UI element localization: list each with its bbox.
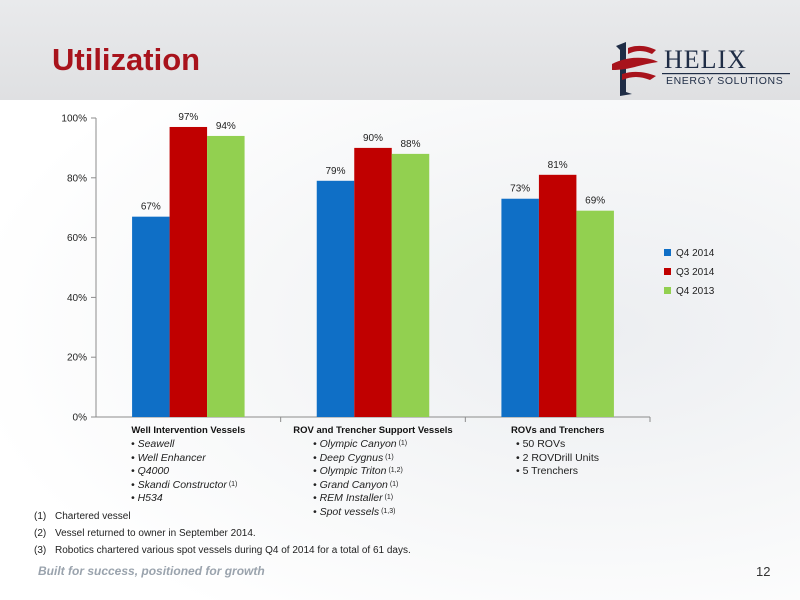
rov-support-vessel-list: • Olympic Canyon (1) • Deep Cygnus (1) • O… bbox=[313, 438, 407, 519]
data-label: 97% bbox=[178, 112, 198, 123]
data-label: 94% bbox=[216, 121, 236, 132]
utilization-chart: 0% 20% 40% 60% 80% 100% 67% 97% 94% Well Interven… bbox=[61, 112, 715, 436]
legend-swatch bbox=[664, 287, 671, 294]
header-band bbox=[0, 0, 800, 100]
y-tick-label: 40% bbox=[67, 293, 87, 304]
helix-logo bbox=[612, 42, 790, 96]
footnote-item: (2) Vessel returned to owner in September… bbox=[34, 528, 256, 539]
legend-label: Q4 2014 bbox=[676, 248, 715, 259]
y-tick-label: 0% bbox=[73, 413, 88, 424]
bar bbox=[316, 180, 355, 417]
data-label: 81% bbox=[548, 160, 568, 171]
data-label: 67% bbox=[141, 202, 161, 213]
logo-name: HELIX bbox=[664, 45, 747, 74]
well-intervention-vessel-list: • Seawell • Well Enhancer • Q4000 • Skandi … bbox=[131, 438, 237, 506]
list-item: • 50 ROVs bbox=[516, 438, 566, 450]
legend-label: Q3 2014 bbox=[676, 267, 715, 278]
footnotes: (1) Chartered vessel (2) Vessel returned t… bbox=[34, 508, 411, 559]
legend-swatch bbox=[664, 268, 671, 275]
list-item: • Seawell bbox=[131, 438, 175, 450]
list-item: • Spot vessels (1,3) bbox=[313, 505, 396, 518]
page-title: Utilization bbox=[52, 42, 201, 77]
data-label: 73% bbox=[510, 184, 530, 195]
bar bbox=[354, 147, 392, 417]
list-item: • Deep Cygnus (1) bbox=[313, 451, 394, 464]
y-tick-label: 100% bbox=[61, 114, 87, 125]
legend-swatch bbox=[664, 249, 671, 256]
bar bbox=[538, 174, 577, 417]
list-item: • Olympic Triton (1,2) bbox=[313, 465, 403, 477]
y-tick-label: 20% bbox=[67, 353, 87, 364]
tagline: Built for success, positioned for growth bbox=[38, 564, 265, 578]
data-label: 88% bbox=[400, 139, 420, 150]
rovs-trenchers-list: • 50 ROVs • 2 ROVDrill Units • 5 Trenchers bbox=[516, 438, 599, 479]
list-item: • 5 Trenchers bbox=[516, 465, 579, 477]
list-item: • Q4000 bbox=[131, 465, 170, 477]
list-item: • REM Installer (1) bbox=[313, 492, 394, 504]
list-item: • Skandi Constructor (1) bbox=[131, 478, 238, 491]
footnote-item: (1) Chartered vessel bbox=[34, 511, 131, 522]
bar bbox=[132, 216, 170, 417]
bar bbox=[576, 210, 614, 417]
category-label: Well Intervention Vessels bbox=[131, 425, 245, 436]
y-tick-label: 80% bbox=[67, 173, 87, 184]
logo-subtitle: ENERGY SOLUTIONS bbox=[666, 75, 784, 87]
footnote-item: (3) Robotics chartered various spot vesse… bbox=[34, 545, 411, 556]
data-label: 69% bbox=[585, 196, 605, 207]
bar bbox=[207, 135, 245, 417]
list-item: • H534 bbox=[131, 492, 163, 504]
data-label: 79% bbox=[325, 166, 345, 177]
bar bbox=[501, 198, 539, 417]
page-number: 12 bbox=[756, 564, 771, 579]
list-item: • Well Enhancer bbox=[131, 451, 206, 464]
list-item: • Olympic Canyon (1) bbox=[313, 438, 408, 450]
category-label: ROV and Trencher Support Vessels bbox=[293, 425, 452, 436]
list-item: • Grand Canyon (1) bbox=[313, 478, 399, 491]
category-label: ROVs and Trenchers bbox=[511, 425, 604, 436]
legend-label: Q4 2013 bbox=[676, 286, 715, 297]
y-tick-label: 60% bbox=[67, 233, 87, 244]
list-item: • 2 ROVDrill Units bbox=[516, 451, 600, 464]
bar bbox=[391, 153, 430, 417]
bar bbox=[169, 126, 208, 417]
data-label: 90% bbox=[363, 133, 383, 144]
